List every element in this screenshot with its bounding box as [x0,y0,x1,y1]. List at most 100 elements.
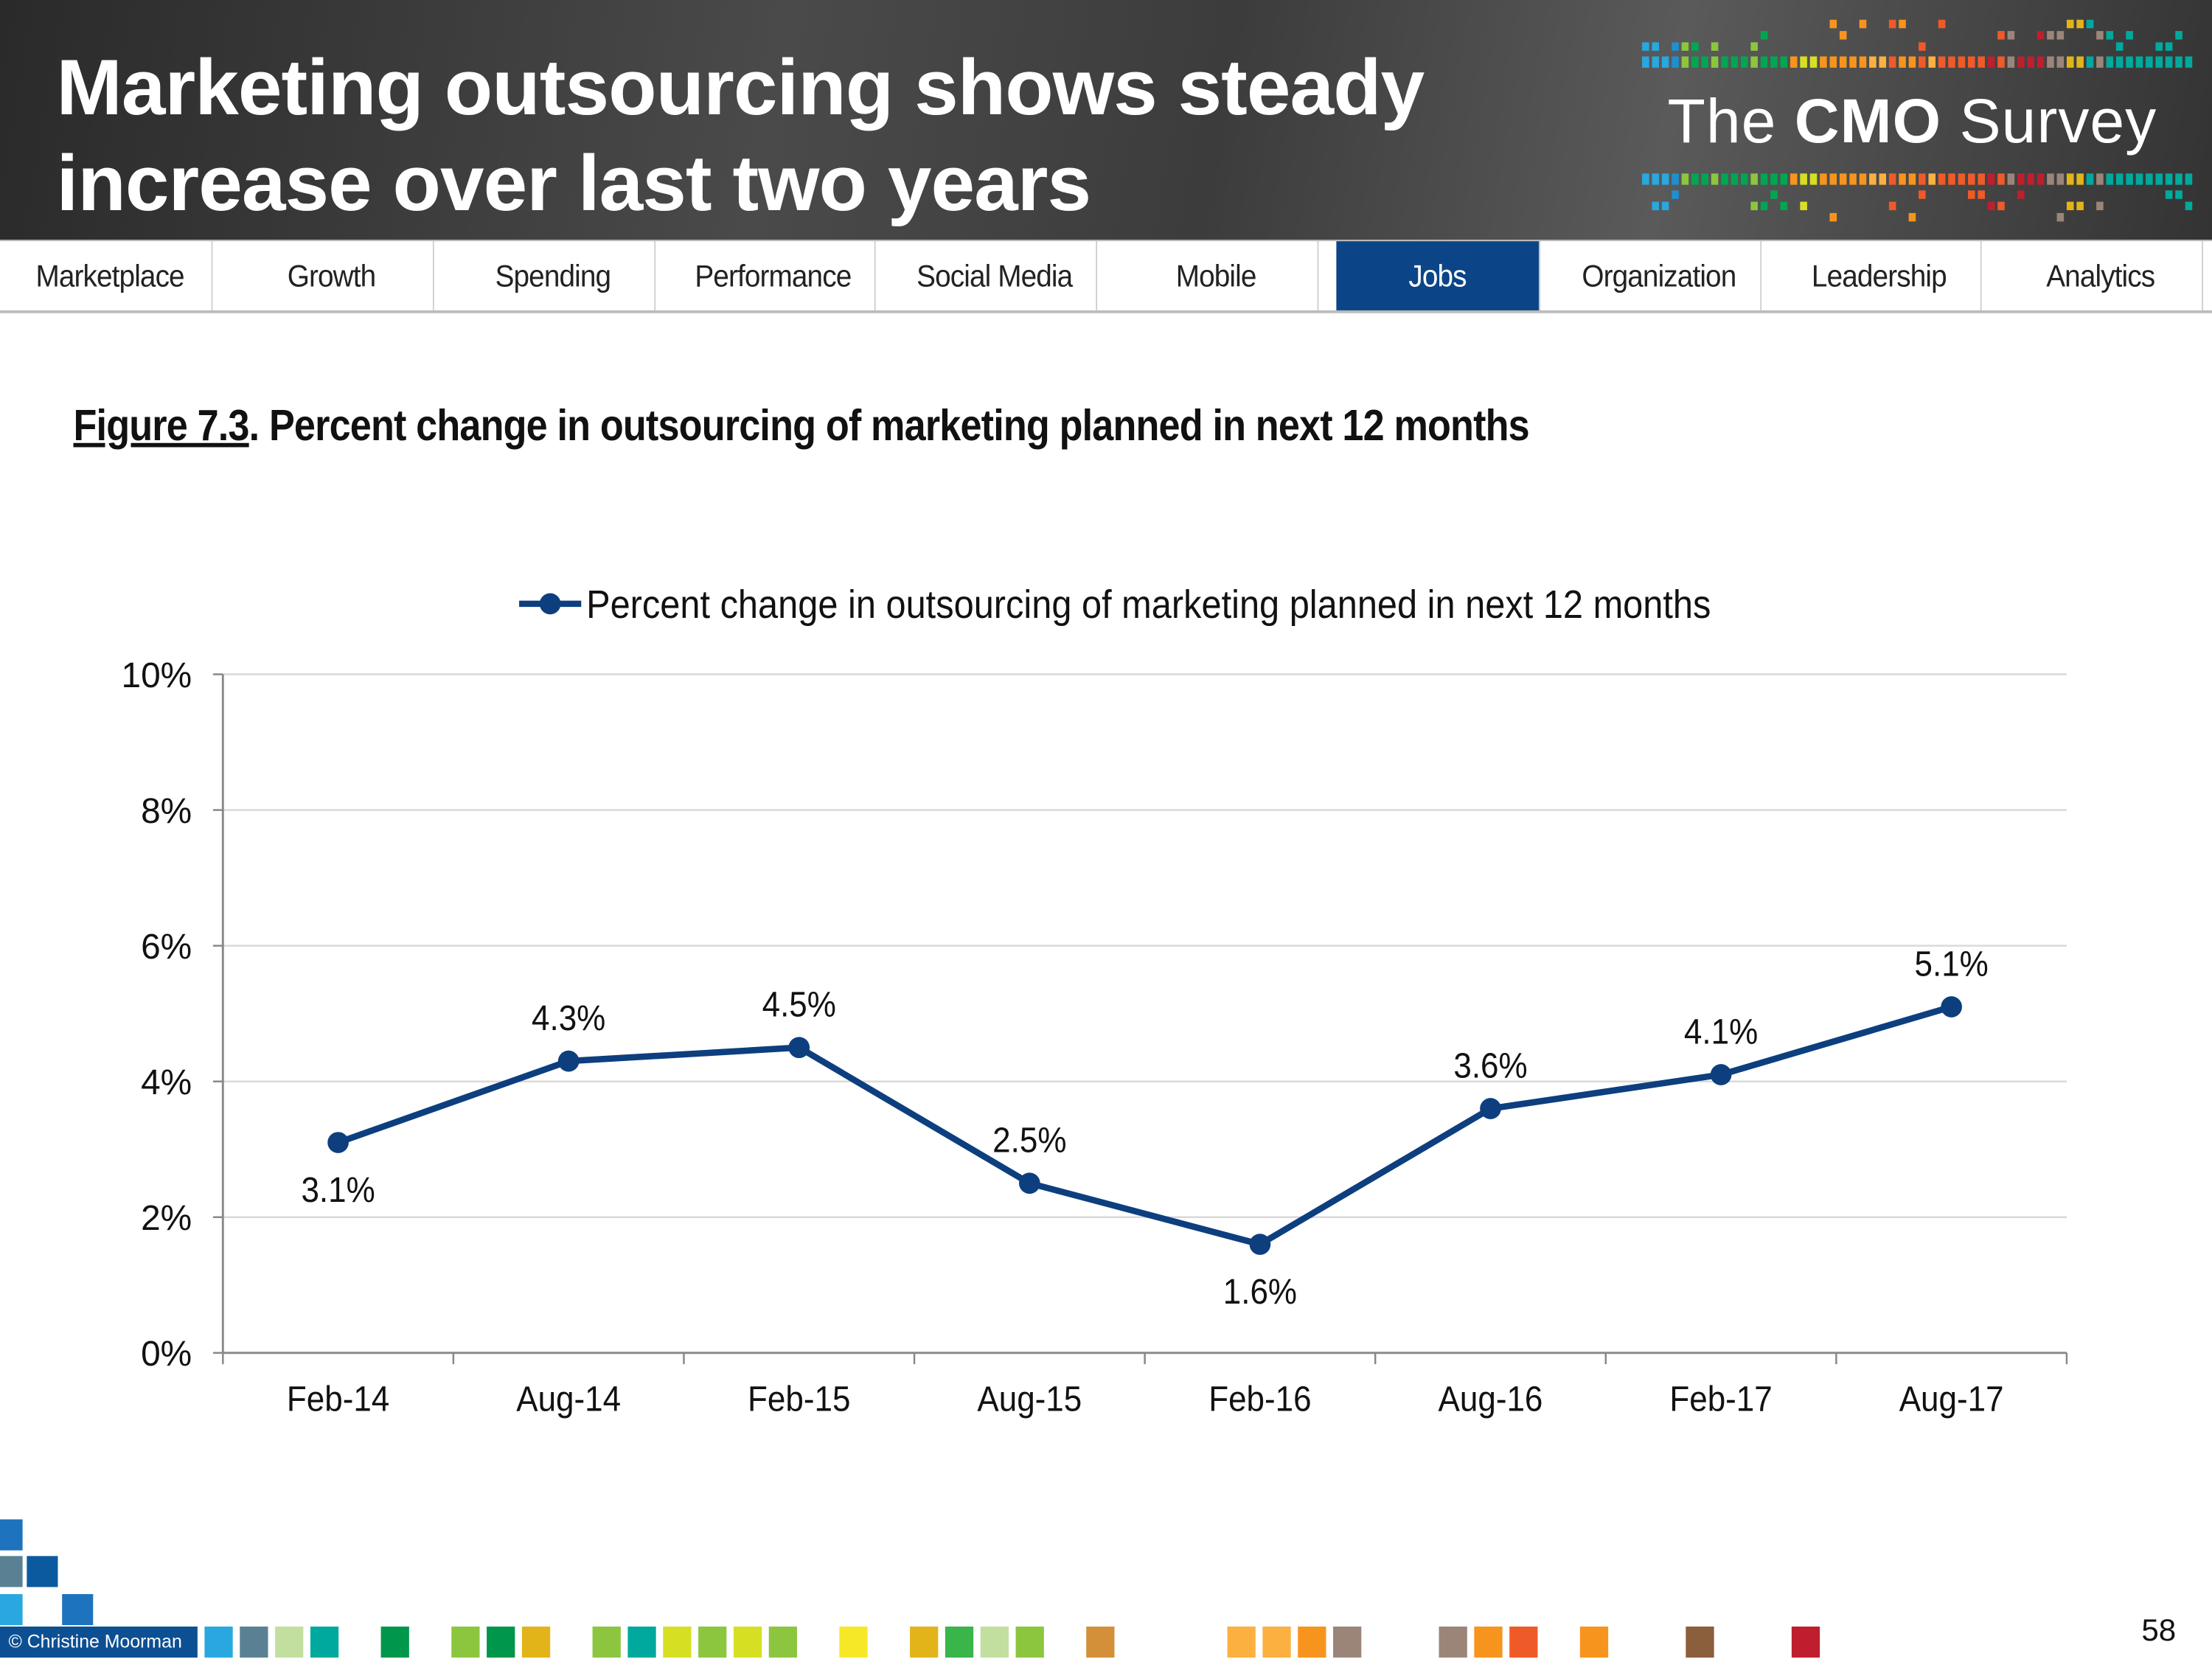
logo-pixel [2185,201,2193,211]
logo-pixel [2096,201,2104,211]
decorative-square [910,1627,939,1658]
logo-pixel [2007,173,2015,185]
logo-pixel [1661,56,1669,68]
logo-pixel [1869,56,1877,68]
decorative-square [0,1593,23,1626]
logo-pixel [1672,42,1679,51]
logo-pixel [2076,201,2084,211]
tab-performance[interactable]: Performance [672,241,876,310]
logo-pixel [2096,31,2104,40]
logo-pixel [1908,173,1916,185]
decorative-square [1791,1627,1820,1658]
header-banner: Marketing outsourcing shows steady incre… [0,0,2212,240]
x-tick-label: Feb-15 [748,1379,850,1419]
logo-pixel [1711,173,1719,185]
logo-pixel [2007,31,2015,40]
decorative-square [1686,1627,1714,1658]
logo-pixel [1711,56,1719,68]
legend-label: Percent change in outsourcing of marketi… [586,582,1711,627]
logo-pixel [1770,190,1778,199]
decorative-square [1509,1627,1538,1658]
logo-pixel [2115,173,2124,185]
logo-pixel [2076,19,2084,29]
logo-pixel [1997,173,2005,185]
data-label: 2.5% [992,1120,1066,1160]
logo-pixel [2017,56,2025,68]
logo-pixel [1938,19,1946,29]
decorative-square [27,1556,58,1587]
cmo-survey-logo: The CMO Survey [1636,14,2200,233]
decorative-square [1439,1627,1467,1658]
tab-organization[interactable]: Organization [1557,241,1761,310]
logo-pixel [1740,173,1748,185]
logo-pixel [2037,31,2045,40]
logo-pixel [1721,173,1728,185]
logo-pixel [1681,173,1689,185]
tab-leadership[interactable]: Leadership [1778,241,1982,310]
logo-pixel [2066,19,2074,29]
tab-social-media[interactable]: Social Media [894,241,1097,310]
decorative-square [839,1627,868,1658]
logo-pixel [1919,42,1926,51]
logo-pixel [1978,190,1985,199]
data-label: 3.6% [1453,1046,1527,1085]
logo-pixel [1740,56,1748,68]
logo-pixel [1829,56,1837,68]
logo-pixel [2027,56,2034,68]
decorative-square [698,1627,727,1658]
logo-pixel [2135,56,2143,68]
logo-pixel [1978,173,1985,185]
logo-pixel [1948,173,1955,185]
logo-pixel [2165,173,2173,185]
decorative-square [1086,1627,1115,1658]
logo-pixel [1928,173,1936,185]
logo-pixel [1770,56,1778,68]
logo-pixel [1968,190,1975,199]
logo-pixel [2027,173,2034,185]
data-point [1249,1234,1271,1255]
decorative-square [1262,1627,1291,1658]
decorative-square [663,1627,692,1658]
logo-pixel [2155,42,2163,51]
tab-mobile[interactable]: Mobile [1115,241,1318,310]
y-tick-label: 8% [141,792,192,831]
tab-marketplace[interactable]: Marketplace [9,241,212,310]
tab-spending[interactable]: Spending [451,241,655,310]
logo-pixel [1780,173,1788,185]
logo-pixel [1919,190,1926,199]
data-point [327,1132,349,1153]
decorative-square [204,1627,233,1658]
logo-pixel [1859,19,1867,29]
logo-pixel [1711,42,1719,51]
logo-pixel [1899,19,1906,29]
decorative-square [1227,1627,1256,1658]
logo-pixel [1780,201,1788,211]
x-tick-label: Feb-17 [1669,1379,1772,1419]
data-point [1710,1064,1732,1085]
title-line-2: increase over last two years [56,138,1092,228]
tab-jobs[interactable]: Jobs [1335,241,1540,310]
logo-pixel [1721,56,1728,68]
logo-pixel [2175,56,2183,68]
tab-analytics[interactable]: Analytics [2000,241,2203,310]
logo-pixel [2135,173,2143,185]
logo-pixel [2096,173,2104,185]
logo-pixel [1888,19,1896,29]
logo-pixel [2056,212,2065,222]
logo-pixel [2106,173,2114,185]
logo-pixel [2017,173,2025,185]
logo-pixel [1770,173,1778,185]
logo-pixel [2056,173,2065,185]
logo-pixel [2037,173,2045,185]
logo-pixel [2175,173,2183,185]
logo-pixel [1997,201,2005,211]
logo-pixel [1829,173,1837,185]
logo-pixel [1948,56,1955,68]
tab-growth[interactable]: Growth [230,241,434,310]
y-tick-label: 2% [141,1199,192,1238]
logo-pixel [1849,173,1857,185]
decorative-square [1474,1627,1503,1658]
logo-pixel [1790,173,1798,185]
decorative-square [768,1627,797,1658]
